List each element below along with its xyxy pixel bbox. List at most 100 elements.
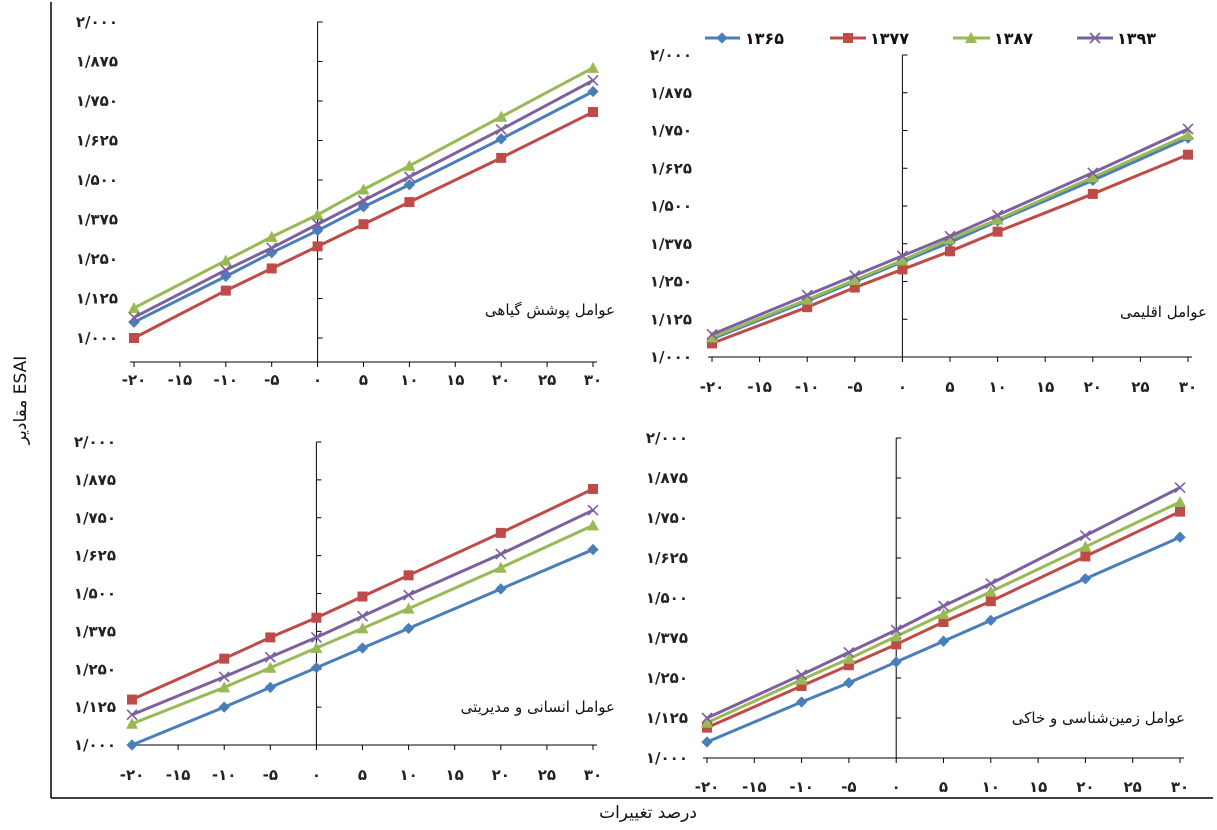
x-tick-label: -۱۰ — [789, 778, 814, 796]
series-line-1 — [711, 153, 1189, 345]
x-tick-label: ۱۰ — [982, 778, 1000, 796]
data-point-diamond — [403, 179, 416, 191]
data-point-x — [801, 289, 813, 301]
data-point-triangle — [991, 213, 1004, 225]
data-point-square — [1183, 149, 1193, 160]
y-tick-label: ۱/۸۷۵ — [74, 471, 116, 489]
data-point-x — [587, 74, 599, 87]
data-point-x — [701, 712, 713, 724]
data-point-diamond — [587, 543, 599, 556]
x-tick-label: -۱۵ — [166, 766, 191, 784]
data-point-square — [707, 338, 717, 349]
data-point-triangle — [848, 273, 861, 285]
x-tick-label: -۵ — [264, 371, 279, 389]
data-point-x — [1087, 167, 1099, 179]
data-point-square — [1080, 551, 1091, 562]
legend-item: ۱۳۹۳ — [1077, 29, 1156, 48]
data-point-square — [938, 617, 949, 627]
data-point-square — [129, 333, 139, 343]
legend-marker-triangle — [965, 32, 977, 43]
x-tick-label: -۱۰ — [212, 766, 237, 784]
y-tick-label: ۱/۸۷۵ — [646, 469, 688, 487]
legend-label-1387: ۱۳۸۷ — [994, 29, 1033, 48]
legend-label-1365: ۱۳۶۵ — [745, 29, 784, 48]
x-tick-label: ۲۰ — [492, 371, 510, 389]
x-tick-label: ۱۵ — [446, 766, 464, 784]
data-point-triangle — [1182, 129, 1194, 141]
panel-title: عوامل زمین‌شناسی و خاکی — [1012, 709, 1185, 727]
data-point-triangle — [937, 608, 950, 619]
data-point-x — [356, 610, 369, 622]
x-tick-label: -۲۰ — [695, 778, 720, 796]
y-tick-label: ۱/۷۵۰ — [650, 122, 692, 140]
y-tick-label: ۱/۰۰۰ — [650, 348, 692, 366]
data-point-diamond — [495, 583, 507, 595]
y-tick-label: ۱/۲۵۰ — [74, 660, 116, 678]
data-point-triangle — [356, 622, 369, 634]
data-point-x — [1174, 482, 1186, 494]
y-tick-label: ۱/۳۷۵ — [650, 235, 692, 253]
data-point-x — [849, 269, 861, 282]
series-line-2 — [133, 66, 594, 310]
chart-panel-human-management: ۱/۰۰۰ ۱/۱۲۵ ۱/۲۵۰ ۱/۳۷۵ ۱/۵۰۰ ۱/۶۲۵ ۱/۷۵۰ ۱/۸۷۵… — [74, 433, 615, 784]
legend-marker-x — [1089, 32, 1101, 44]
y-tick-label: ۱/۱۲۵ — [646, 709, 688, 727]
data-point-square — [588, 483, 598, 494]
x-tick-label: ۱۵ — [1036, 378, 1054, 396]
x-tick-label: ۲۵ — [1131, 378, 1149, 396]
panel-title: عوامل انسانی و مدیریتی — [461, 698, 615, 716]
data-point-square — [127, 694, 137, 705]
y-tick-label: ۱/۰۰۰ — [76, 329, 118, 347]
y-tick-label: ۱/۲۵۰ — [646, 669, 688, 687]
y-tick-label: ۱/۷۵۰ — [74, 509, 116, 527]
data-point-x — [403, 171, 415, 183]
data-point-triangle — [706, 331, 718, 343]
data-point-x — [706, 328, 718, 340]
data-point-triangle — [264, 661, 277, 673]
x-tick-label: ۱۵ — [1029, 778, 1047, 796]
data-point-x — [1182, 123, 1194, 135]
data-point-diamond — [701, 736, 713, 748]
x-tick-label: ۰ — [892, 778, 901, 796]
x-tick-label: ۳۰ — [584, 766, 602, 784]
x-tick-label: -۵ — [847, 378, 862, 396]
data-point-triangle — [587, 61, 599, 73]
data-point-x — [264, 651, 276, 663]
data-point-x — [495, 548, 507, 560]
series-line-3 — [706, 486, 1181, 720]
data-point-x — [992, 209, 1004, 221]
y-tick-label: ۲/۰۰۰ — [650, 46, 692, 64]
y-tick-label: ۱/۰۰۰ — [74, 736, 116, 754]
y-tick-label: ۱/۵۰۰ — [74, 585, 116, 603]
x-tick-label: ۵ — [358, 766, 367, 784]
data-point-x — [944, 230, 956, 242]
data-point-triangle — [128, 301, 140, 313]
series-line-1 — [131, 487, 594, 701]
data-point-triangle — [701, 716, 713, 728]
data-point-square — [312, 241, 323, 252]
data-point-diamond — [1079, 573, 1092, 585]
x-tick-label: ۵ — [945, 378, 954, 396]
data-point-x — [218, 671, 230, 683]
series-line-3 — [131, 508, 594, 717]
data-point-diamond — [587, 85, 599, 98]
data-point-x — [312, 218, 324, 230]
data-point-triangle — [495, 110, 508, 122]
y-tick-label: ۱/۱۲۵ — [76, 290, 118, 308]
legend-item: ۱۳۷۷ — [830, 29, 909, 48]
data-point-triangle — [890, 630, 903, 642]
series-line-2 — [711, 133, 1189, 339]
series-line-0 — [131, 548, 594, 747]
y-tick-label: ۱/۶۲۵ — [650, 159, 692, 177]
x-tick-label: ۵ — [939, 778, 948, 796]
legend-item: ۱۳۸۷ — [953, 29, 1033, 48]
y-tick-label: ۱/۰۰۰ — [646, 749, 688, 767]
data-point-x — [128, 311, 140, 324]
y-tick-label: ۱/۲۵۰ — [650, 273, 692, 291]
data-point-square — [219, 653, 230, 664]
data-point-square — [266, 263, 277, 274]
data-point-x — [890, 624, 902, 636]
panel-title: عوامل اقلیمی — [1120, 303, 1207, 321]
data-point-x — [587, 504, 599, 516]
data-point-diamond — [843, 677, 855, 689]
